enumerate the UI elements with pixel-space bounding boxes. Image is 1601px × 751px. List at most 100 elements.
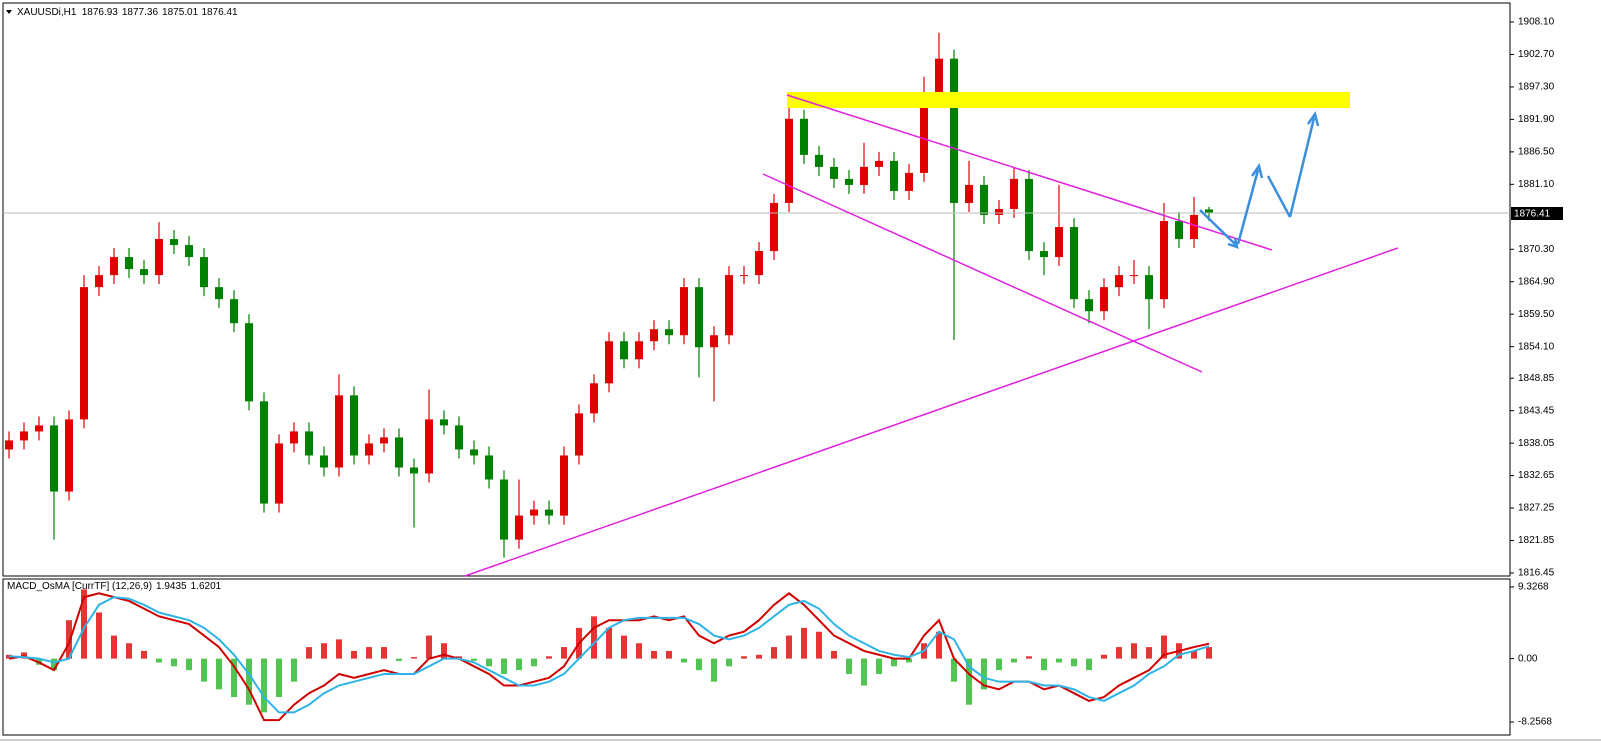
candle-body: [695, 287, 703, 348]
candle-body: [1025, 178, 1033, 252]
candle-body: [335, 395, 343, 468]
candle-body: [605, 341, 613, 384]
close-value: 1876.41: [201, 7, 238, 18]
indicator-line: [8, 596, 1210, 714]
candle-body: [1115, 275, 1123, 288]
histogram-bar: [111, 635, 117, 659]
histogram-bar: [351, 650, 357, 659]
y-tick-label: 1897.30: [1518, 82, 1555, 93]
current-price-label: 1876.41: [1514, 209, 1551, 220]
histogram-bar: [156, 658, 162, 663]
candle-body: [590, 383, 598, 414]
y-tick-label: 1908.10: [1518, 17, 1555, 28]
histogram-bar: [1101, 654, 1107, 659]
histogram-bar: [1086, 658, 1092, 671]
histogram-bar: [786, 635, 792, 659]
histogram-bar: [471, 658, 477, 661]
y-tick-label: 1886.50: [1518, 147, 1555, 158]
histogram-bar: [861, 658, 867, 686]
candle-body: [845, 178, 853, 185]
y-tick-label: 1864.90: [1518, 276, 1555, 287]
candle-body: [1190, 214, 1198, 240]
support-trendline: [464, 247, 1399, 577]
histogram-bar: [1071, 658, 1077, 667]
histogram-bar: [141, 650, 147, 659]
candle-body: [905, 172, 913, 191]
candle-body: [215, 287, 223, 300]
open-value: 1876.93: [82, 7, 119, 18]
histogram-bar: [486, 658, 492, 667]
y-tick-label: 1816.45: [1518, 568, 1555, 579]
histogram-bar: [1116, 647, 1122, 659]
signal-value: 1.6201: [191, 581, 222, 592]
high-value: 1877.36: [122, 7, 159, 18]
main-frame: [2, 2, 1511, 577]
histogram-bar: [546, 656, 552, 659]
candle-body: [470, 449, 478, 456]
histogram-bar: [651, 650, 657, 659]
histogram-bar: [246, 658, 252, 705]
y-tick-label: 1832.65: [1518, 470, 1555, 481]
candle-body: [965, 184, 973, 203]
arrow: [1266, 175, 1292, 218]
symbol: XAUUSDi,H1: [17, 7, 77, 18]
histogram-bar: [216, 658, 222, 690]
candle-body: [320, 455, 328, 468]
indicator-title: MACD_OsMA [CurrTF] (12,26,9): [7, 581, 152, 592]
histogram-bar: [771, 647, 777, 659]
histogram-bar: [666, 650, 672, 659]
candle-body: [125, 257, 133, 270]
candle-body: [1205, 209, 1213, 213]
indicator-frame: [2, 578, 1511, 736]
candle-body: [1100, 287, 1108, 312]
histogram-bar: [51, 658, 57, 671]
y-tick-label: 1827.25: [1518, 503, 1555, 514]
histogram-bar: [411, 657, 417, 659]
candle-body: [575, 413, 583, 456]
arrow-head: [1250, 163, 1264, 179]
histogram-bar: [171, 658, 177, 667]
histogram-bar: [846, 658, 852, 674]
candle-body: [545, 509, 553, 516]
histogram-bar: [801, 627, 807, 659]
candle-body: [350, 395, 358, 456]
channel-lower: [762, 173, 1203, 373]
histogram-bar: [876, 658, 882, 674]
candle-body: [875, 160, 883, 167]
y-tick-label: 1848.85: [1518, 373, 1555, 384]
candle-body: [1055, 227, 1063, 258]
candle-body: [230, 299, 238, 324]
price-label-box: [1511, 207, 1563, 220]
drawings: [3, 92, 1510, 577]
candle-body: [155, 239, 163, 276]
price-axis: 1908.10 1902.70 1897.30 1891.90 1886.50 1881.…: [1510, 17, 1555, 728]
histogram-bar: [591, 616, 597, 659]
histogram-bar: [996, 658, 1002, 671]
candle-body: [65, 419, 73, 492]
candle-body: [95, 275, 103, 288]
main-plot: [5, 32, 1213, 558]
arrow-head: [1306, 111, 1320, 127]
resistance-zone: [787, 92, 1350, 108]
histogram-bar: [606, 627, 612, 659]
projection-arrows: [1199, 111, 1320, 249]
candle-body: [305, 431, 313, 456]
histogram-bar: [756, 654, 762, 659]
candle-body: [680, 287, 688, 336]
histogram-bar: [816, 631, 822, 659]
histogram-bar: [711, 658, 717, 682]
histogram-bar: [561, 647, 567, 659]
candle-body: [1085, 299, 1093, 312]
histogram-bar: [516, 658, 522, 671]
histogram-bar: [951, 658, 957, 682]
histogram-bar: [381, 647, 387, 659]
candle-body: [740, 275, 748, 277]
histogram-bar: [81, 589, 87, 659]
histogram-bar: [231, 658, 237, 698]
candle-body: [455, 425, 463, 450]
candle-body: [185, 245, 193, 258]
candle-body: [365, 443, 373, 456]
candle-body: [980, 184, 988, 215]
histogram-bar: [1131, 643, 1137, 659]
candle-body: [290, 431, 298, 444]
